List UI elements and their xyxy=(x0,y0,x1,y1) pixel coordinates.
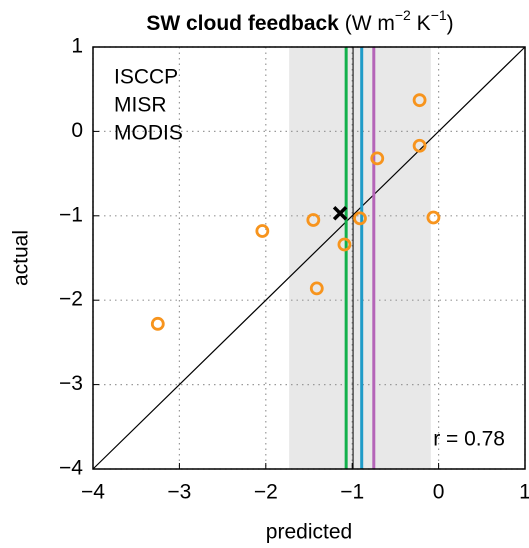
data-point xyxy=(353,211,367,226)
data-point xyxy=(412,138,427,153)
y-tick-label: −3 xyxy=(59,372,83,395)
data-point xyxy=(426,210,441,225)
plot-frame xyxy=(92,46,526,470)
best-estimate xyxy=(332,206,348,221)
y-tick-label: 1 xyxy=(71,35,83,58)
data-point xyxy=(337,237,352,252)
y-tick-label: 0 xyxy=(71,119,83,142)
x-tick-label: −3 xyxy=(167,481,191,504)
data-point xyxy=(309,281,324,296)
one-to-one-line xyxy=(92,46,526,470)
shaded-range xyxy=(289,47,431,469)
y-tick-label: −1 xyxy=(59,203,83,226)
legend-entry: ISCCP xyxy=(114,66,178,89)
data-point xyxy=(150,316,165,331)
x-tick-label: −2 xyxy=(254,481,278,504)
y-tick-label: −4 xyxy=(59,457,83,480)
data-point xyxy=(412,93,427,108)
units-text: ) xyxy=(447,12,454,35)
chart-title: SW cloud feedback (W m−2 K−1) xyxy=(146,7,453,35)
data-point xyxy=(255,224,270,238)
x-tick-label: −1 xyxy=(340,481,364,504)
units-text: K xyxy=(411,12,431,35)
title-units: (W m−2 K−1) xyxy=(345,7,454,35)
units-text: (W m xyxy=(345,12,395,35)
x-tick-label: −4 xyxy=(81,481,105,504)
legend-entry: MODIS xyxy=(114,122,183,145)
data-point xyxy=(306,213,321,227)
legend-entry: MISR xyxy=(114,94,167,117)
y-axis-label: actual xyxy=(10,230,33,286)
y-tick-label: −2 xyxy=(59,288,83,311)
title-main: SW cloud feedback xyxy=(146,12,339,35)
x-tick-label: 0 xyxy=(433,481,445,504)
x-axis-label: predicted xyxy=(266,521,352,544)
x-tick-label: 1 xyxy=(519,481,529,504)
annotation: r = 0.78 xyxy=(433,428,505,451)
units-superscript: −2 xyxy=(395,7,411,23)
units-superscript: −1 xyxy=(431,7,447,23)
data-point xyxy=(370,151,385,166)
